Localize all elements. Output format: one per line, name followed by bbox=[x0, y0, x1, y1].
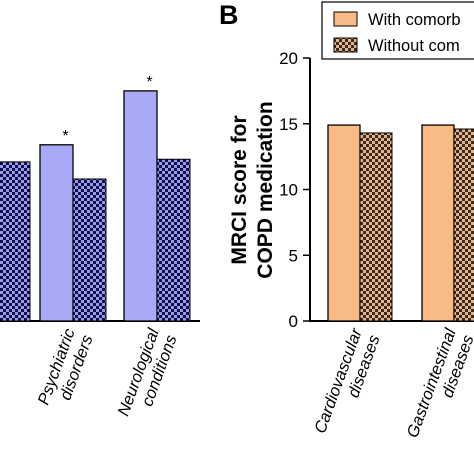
significance-marker-2: * bbox=[146, 74, 152, 91]
legend-swatch-with bbox=[333, 11, 358, 27]
legend: With comorb Without com bbox=[321, 1, 474, 60]
panel-b: B MRCI score for COPD medication 0 5 10 15 2… bbox=[219, 0, 474, 440]
legend-label-without: Without com bbox=[368, 37, 460, 55]
bar-a-with-2 bbox=[123, 90, 158, 322]
y-tick-label-1: 5 bbox=[289, 246, 298, 265]
significance-marker-1: * bbox=[62, 128, 68, 145]
y-tick-label-3: 15 bbox=[279, 115, 298, 134]
y-tick-label-0: 0 bbox=[289, 312, 298, 331]
bar-a-without-0 bbox=[0, 161, 31, 322]
bar-b-without-1 bbox=[453, 128, 474, 322]
bar-a-without-1 bbox=[72, 178, 107, 322]
bar-a-without-2 bbox=[156, 158, 191, 322]
panel-b-letter: B bbox=[219, 0, 239, 30]
legend-label-with: With comorb bbox=[368, 11, 461, 29]
y-tick-label-2: 10 bbox=[279, 181, 298, 200]
legend-swatch-without bbox=[333, 37, 358, 53]
bar-b-with-1 bbox=[421, 124, 455, 322]
y-axis-label-line-2: COPD medication bbox=[254, 101, 277, 278]
bar-a-with-1 bbox=[39, 144, 74, 322]
y-tick-label-4: 20 bbox=[279, 49, 298, 68]
y-axis-label: MRCI score for COPD medication bbox=[228, 101, 277, 278]
bar-b-with-0 bbox=[327, 124, 361, 322]
bar-b-without-0 bbox=[359, 132, 393, 322]
y-axis-label-line-1: MRCI score for bbox=[228, 115, 251, 264]
